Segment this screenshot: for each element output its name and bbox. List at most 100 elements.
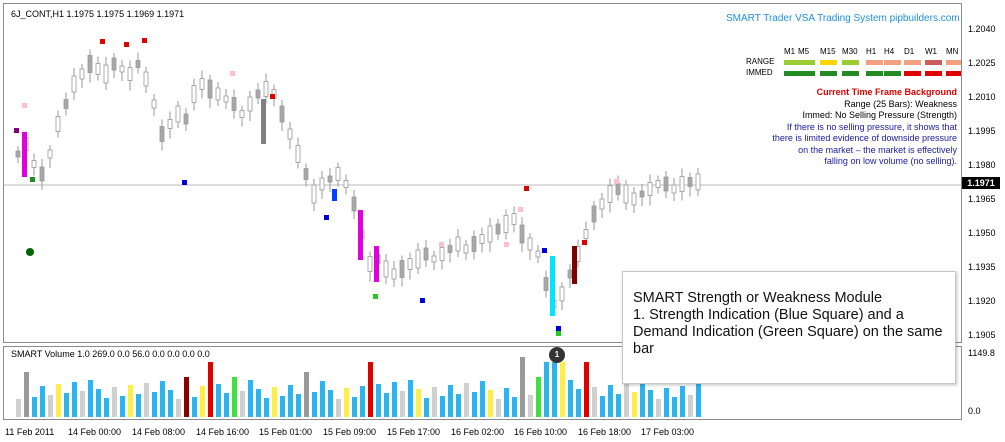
candle-body [167, 119, 173, 129]
price-tick: 1.2040 [968, 24, 996, 34]
signal-square [22, 103, 27, 108]
volume-bar [584, 362, 589, 417]
candle-body [175, 105, 181, 123]
volume-bar [256, 389, 261, 417]
tf-header: M1 [784, 47, 796, 56]
volume-bar [480, 381, 485, 417]
volume-bar [336, 399, 341, 417]
volume-bar [376, 384, 381, 417]
signal-square [439, 242, 444, 247]
volume-bar [640, 381, 645, 417]
candle-body [71, 75, 77, 93]
tf-status-bar [946, 71, 961, 76]
volume-bar [32, 397, 37, 417]
highlight-candle [358, 210, 363, 260]
volume-bar [120, 396, 125, 417]
volume-bar [360, 386, 365, 417]
candle-body [119, 65, 125, 73]
volume-bar [568, 380, 573, 417]
tf-status-bar [866, 60, 883, 65]
volume-bar [560, 362, 565, 417]
volume-bar [208, 362, 213, 417]
volume-bar [616, 394, 621, 417]
volume-histogram [16, 357, 701, 417]
tf-header: W1 [925, 47, 937, 56]
volume-bar [520, 357, 525, 417]
candle-body [687, 177, 693, 187]
time-axis: 11 Feb 2011 14 Feb 00:00 14 Feb 08:00 14 Fe… [0, 420, 1005, 442]
candle-body [463, 244, 469, 254]
candle-body [343, 180, 349, 188]
signal-square [556, 331, 561, 336]
candle-body [95, 63, 101, 75]
candle-body [623, 184, 629, 204]
candle-body [47, 149, 53, 159]
candle-body [559, 286, 565, 302]
background-info: Current Time Frame Background Range (25 … [637, 87, 957, 168]
candle-body [655, 180, 661, 188]
candle-body [495, 223, 501, 235]
volume-bar [312, 392, 317, 417]
volume-bar [296, 394, 301, 417]
tf-header: M30 [842, 47, 858, 56]
candlestick-chart [4, 38, 961, 336]
signal-square [182, 180, 187, 185]
time-tick: 15 Feb 17:00 [387, 427, 441, 437]
time-tick: 14 Feb 08:00 [132, 427, 186, 437]
tf-status-bar [784, 71, 801, 76]
callout-text: SMART Strength or Weakness Module 1. Str… [633, 290, 943, 357]
candle-body [383, 260, 389, 278]
volume-bar [16, 399, 21, 417]
volume-bar [272, 387, 277, 417]
volume-bar [280, 396, 285, 417]
signal-square [30, 177, 35, 182]
volume-bar [240, 391, 245, 417]
candle-body [615, 183, 621, 195]
volume-bar [144, 383, 149, 417]
price-chart-panel[interactable]: 6J_CONT,H1 1.1975 1.1975 1.1969 1.1971 S… [3, 3, 962, 343]
candle-body [287, 128, 293, 140]
candle-body [519, 224, 525, 244]
candle-body [231, 97, 237, 111]
background-desc-line: there is limited evidence of downside pr… [772, 133, 957, 143]
candle-body [607, 185, 613, 203]
volume-bar [672, 397, 677, 417]
tf-status-bar [866, 71, 883, 76]
signal-square [124, 42, 129, 47]
volume-bar [688, 395, 693, 417]
background-heading: Current Time Frame Background [816, 87, 957, 97]
volume-bar [176, 399, 181, 417]
volume-bar [440, 396, 445, 417]
price-tick: 1.1995 [968, 126, 996, 136]
signal-square [230, 71, 235, 76]
volume-bar [424, 398, 429, 417]
signal-square [504, 242, 509, 247]
signal-square [518, 207, 523, 212]
candle-body [207, 79, 213, 99]
volume-bar [384, 393, 389, 417]
volume-bar [624, 383, 629, 417]
volume-bar [112, 387, 117, 417]
price-tick: 1.1935 [968, 262, 996, 272]
signal-square [324, 215, 329, 220]
candle-body [479, 234, 485, 244]
candle-body [191, 85, 197, 103]
volume-bar [344, 388, 349, 417]
candle-body [591, 205, 597, 223]
candle-body [503, 215, 509, 233]
volume-bar [88, 380, 93, 417]
price-tick: 1.2025 [968, 58, 996, 68]
volume-bar [160, 381, 165, 417]
volume-bar [448, 385, 453, 417]
time-tick: 16 Feb 02:00 [451, 427, 505, 437]
volume-bar [472, 392, 477, 417]
volume-bar [24, 372, 29, 417]
volume-bar [592, 387, 597, 417]
volume-bar [600, 396, 605, 417]
highlight-candle [22, 132, 27, 177]
price-tick: 1.1965 [968, 194, 996, 204]
volume-bar [576, 389, 581, 417]
volume-axis: 1149.8 0.0 [962, 346, 1005, 420]
volume-bar [632, 392, 637, 417]
signal-square [556, 326, 561, 331]
